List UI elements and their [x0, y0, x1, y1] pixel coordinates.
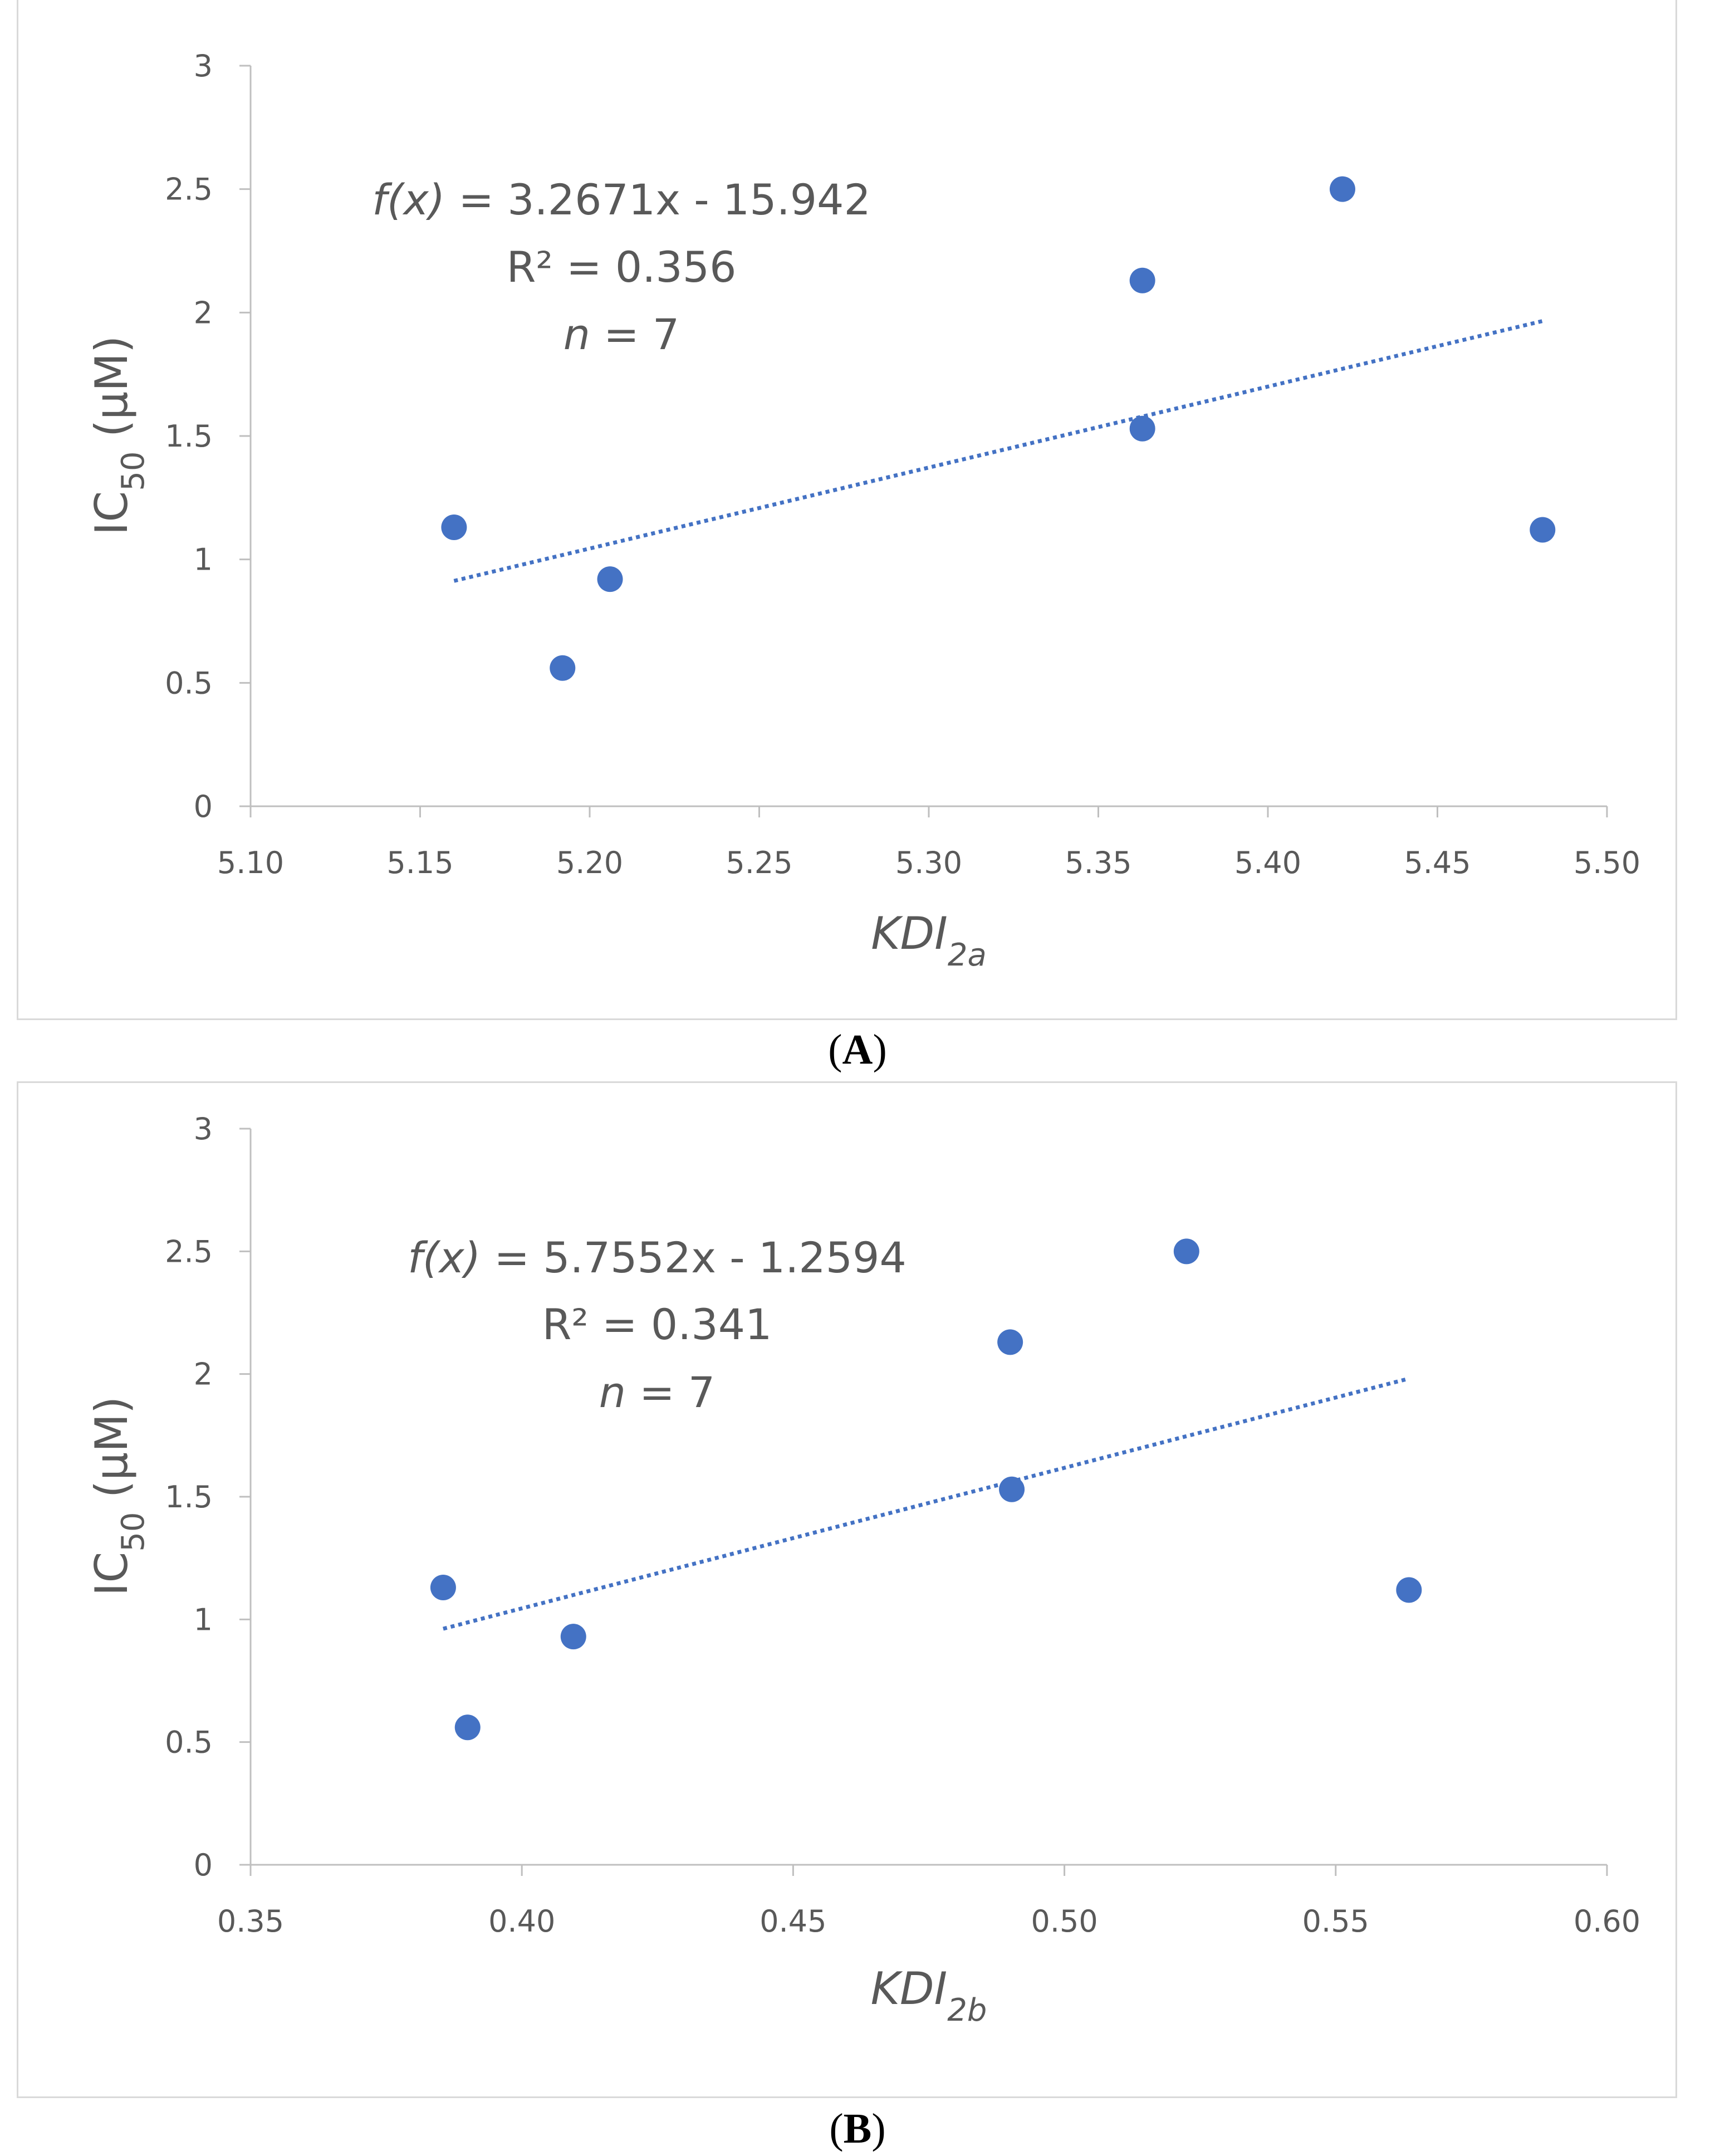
panel-b-label: B — [843, 2105, 872, 2152]
y-tick-label: 0 — [194, 1848, 213, 1883]
data-point — [1329, 176, 1355, 202]
equation-label: f(x) = 3.2671x - 15.942 — [372, 175, 871, 224]
data-point — [441, 514, 467, 541]
data-point — [550, 655, 576, 681]
data-point — [1129, 267, 1155, 293]
x-axis-title-subscript: 2b — [947, 1992, 987, 2028]
y-tick-label: 0.5 — [165, 665, 213, 700]
y-tick-label: 3 — [194, 48, 213, 84]
y-axis-title-subscript: 50 — [115, 452, 151, 491]
y-tick-label: 1.5 — [165, 1479, 213, 1515]
x-axis-title-subscript: 2a — [948, 937, 987, 973]
n-value: = 7 — [590, 310, 679, 359]
y-axis-title-unit: (μM) — [86, 336, 138, 452]
x-tick-label: 0.40 — [488, 1904, 555, 1939]
data-point — [1396, 1577, 1422, 1603]
x-tick-label: 5.25 — [726, 845, 792, 880]
data-point — [560, 1624, 586, 1650]
n-variable: n — [599, 1368, 626, 1417]
panel-a-label: A — [842, 1026, 873, 1073]
x-tick-label: 0.45 — [759, 1904, 826, 1939]
y-axis-title-unit: (μM) — [86, 1396, 138, 1512]
r-squared-label: R² = 0.356 — [507, 242, 737, 292]
x-tick-label: 0.50 — [1031, 1904, 1097, 1939]
panel-a-caption: (A) — [828, 1026, 887, 1073]
x-tick-label: 0.55 — [1302, 1904, 1369, 1939]
y-axis-title-main: IC — [86, 491, 138, 535]
x-tick-label: 5.30 — [895, 845, 962, 880]
data-point — [1129, 415, 1155, 442]
y-tick-label: 2.5 — [165, 172, 213, 207]
n-label: n = 7 — [599, 1368, 716, 1417]
y-tick-label: 2 — [194, 1357, 213, 1392]
equation-fx: f(x) — [408, 1233, 481, 1282]
n-value: = 7 — [626, 1368, 715, 1417]
y-tick-label: 1 — [194, 542, 213, 577]
equation-text: = 3.2671x - 15.942 — [445, 175, 871, 224]
equation-label: f(x) = 5.7552x - 1.2594 — [408, 1233, 906, 1282]
y-axis-title: IC50 (μM) — [86, 1396, 151, 1596]
y-tick-label: 2 — [194, 295, 213, 330]
data-point — [997, 1329, 1023, 1355]
x-tick-label: 0.60 — [1574, 1904, 1640, 1939]
panel-b-caption: (B) — [829, 2105, 886, 2152]
y-axis-title-subscript: 50 — [115, 1512, 151, 1552]
x-tick-label: 5.15 — [386, 845, 453, 880]
x-tick-label: 5.10 — [217, 845, 284, 880]
n-label: n = 7 — [564, 310, 680, 359]
equation-fx: f(x) — [372, 175, 445, 224]
data-point — [597, 566, 623, 592]
n-variable: n — [564, 310, 590, 359]
x-tick-label: 5.35 — [1065, 845, 1131, 880]
data-point — [999, 1476, 1025, 1502]
x-tick-label: 5.40 — [1234, 845, 1301, 880]
data-point — [1173, 1238, 1199, 1265]
x-axis-title-main: KDI — [871, 908, 948, 959]
trendline — [453, 319, 1543, 583]
scatter-chart-a: 0 0.5 1 1.5 2 2.5 3 5.10 5.15 5.20 5.25 5.30 5.35 5.4… — [86, 48, 1640, 973]
y-axis-title-main: IC — [86, 1552, 138, 1596]
y-tick-label: 3 — [194, 1111, 213, 1146]
equation-text: = 5.7552x - 1.2594 — [481, 1233, 906, 1282]
x-axis-title-main: KDI — [871, 1963, 948, 2015]
y-tick-label: 0.5 — [165, 1725, 213, 1760]
y-tick-label: 1.5 — [165, 419, 213, 454]
x-axis-title: KDI2a — [871, 908, 987, 973]
y-axis-title: IC50 (μM) — [86, 336, 151, 536]
data-point — [430, 1575, 456, 1601]
x-tick-label: 5.20 — [556, 845, 623, 880]
y-tick-label: 0 — [194, 789, 213, 824]
x-axis-title: KDI2b — [871, 1963, 987, 2028]
x-tick-label: 5.45 — [1404, 845, 1471, 880]
scatter-chart-b: 0 0.5 1 1.5 2 2.5 3 0.35 0.40 0.45 0.50 0.55 0.60 f(x… — [86, 1111, 1640, 2028]
trendline — [443, 1376, 1410, 1631]
data-point — [454, 1714, 481, 1741]
r-squared-label: R² = 0.341 — [542, 1300, 772, 1349]
x-tick-label: 0.35 — [217, 1904, 284, 1939]
y-tick-label: 2.5 — [165, 1234, 213, 1269]
panel-a-frame — [17, 0, 1677, 1020]
data-point — [1530, 517, 1556, 543]
x-tick-label: 5.50 — [1574, 845, 1640, 880]
y-tick-label: 1 — [194, 1602, 213, 1637]
